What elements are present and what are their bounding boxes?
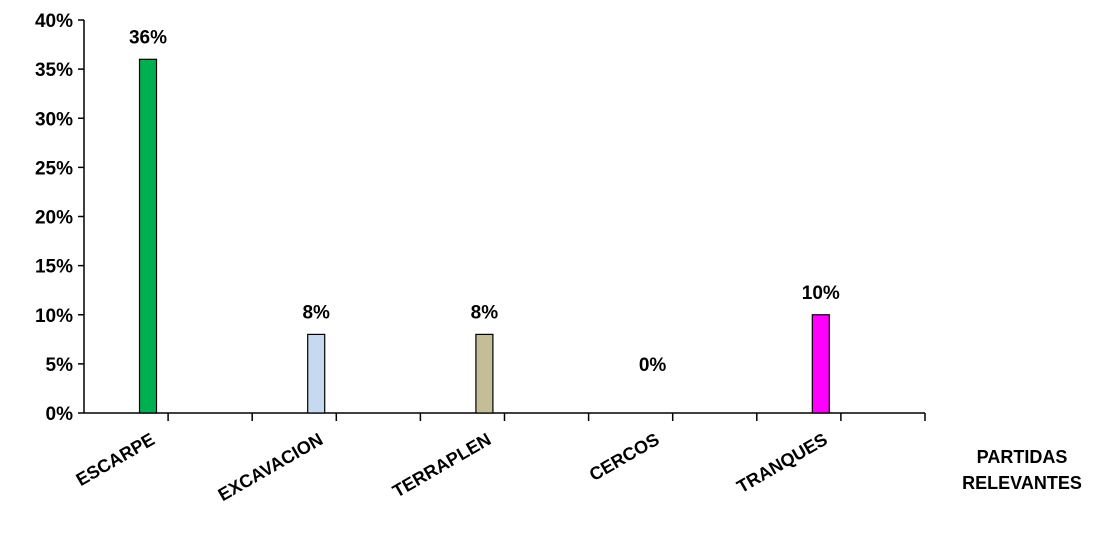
x-axis-title: PARTIDAS RELEVANTES bbox=[962, 447, 1082, 493]
data-label-terraplen: 8% bbox=[471, 302, 499, 323]
x-axis-title-line: PARTIDAS bbox=[977, 447, 1068, 467]
y-tick-label: 5% bbox=[46, 355, 74, 376]
data-label-escarpe: 36% bbox=[129, 27, 167, 48]
data-label-excavacion: 8% bbox=[302, 302, 330, 323]
category-label-excavacion: EXCAVACION bbox=[215, 429, 327, 505]
bar-excavacion bbox=[307, 333, 326, 414]
x-axis-title-line: RELEVANTES bbox=[962, 473, 1082, 493]
y-tick-label: 10% bbox=[35, 306, 73, 327]
data-label-tranques: 10% bbox=[802, 283, 840, 304]
bar-tranques bbox=[811, 314, 830, 414]
y-tick-label: 20% bbox=[35, 208, 73, 229]
y-tick-label: 30% bbox=[35, 109, 73, 130]
category-labels: ESCARPE EXCAVACION TERRAPLEN CERCOS TRANQUES bbox=[73, 429, 831, 505]
category-label-tranques: TRANQUES bbox=[733, 429, 830, 497]
y-tick-label: 0% bbox=[46, 404, 74, 425]
x-axis bbox=[84, 412, 926, 421]
y-tick-label: 25% bbox=[35, 158, 73, 179]
y-tick-label: 40% bbox=[35, 11, 73, 32]
y-tick-label: 35% bbox=[35, 60, 73, 81]
bar-escarpe bbox=[138, 58, 158, 414]
y-axis: 0% 5% 10% 15% 20% 25% 30% 35% 40% bbox=[35, 11, 85, 425]
category-label-escarpe: ESCARPE bbox=[73, 429, 158, 490]
bar-terraplen bbox=[475, 333, 494, 414]
data-labels: 36% 8% 8% 0% 10% bbox=[129, 27, 840, 376]
data-label-cercos: 0% bbox=[639, 355, 667, 376]
category-label-terraplen: TERRAPLEN bbox=[389, 429, 494, 501]
category-label-cercos: CERCOS bbox=[586, 429, 663, 485]
bars bbox=[138, 58, 830, 414]
y-tick-label: 15% bbox=[35, 257, 73, 278]
